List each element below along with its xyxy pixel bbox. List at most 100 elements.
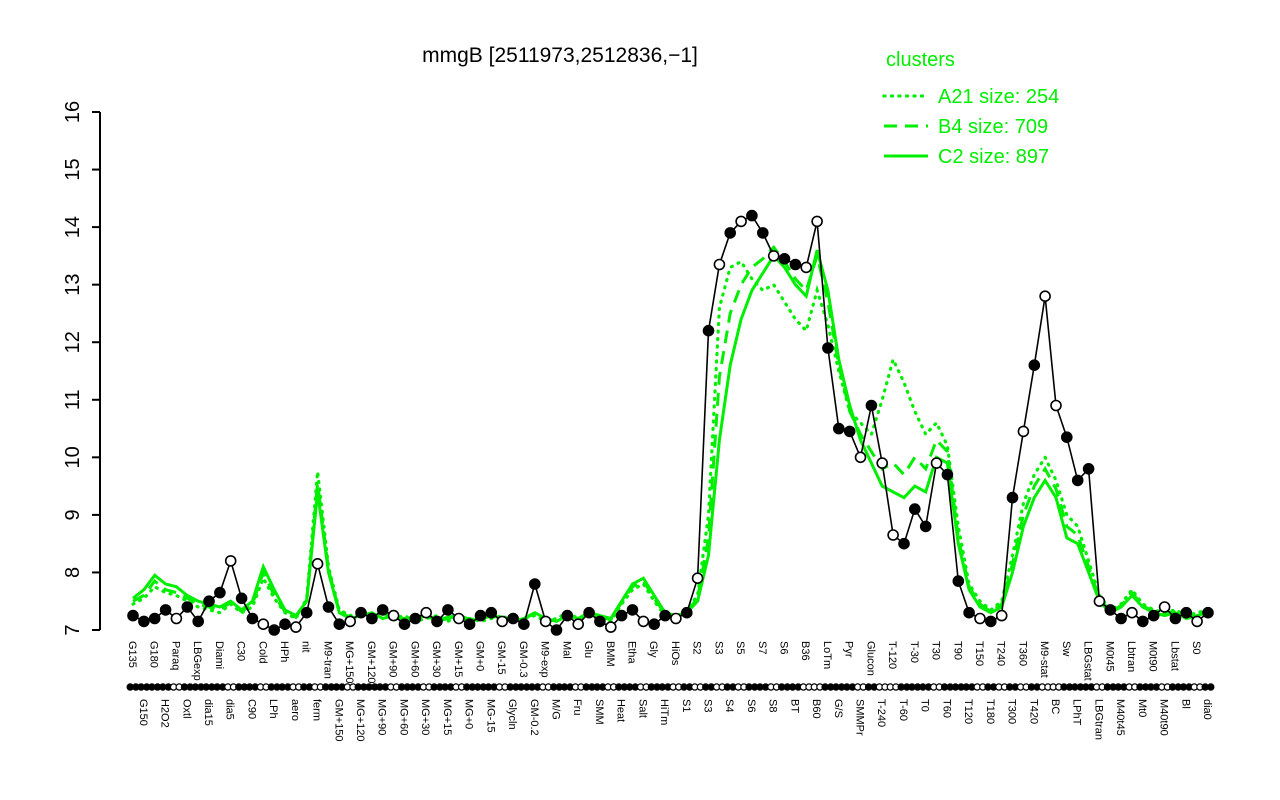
x-tick-label: S4 <box>723 699 735 712</box>
data-point-marker <box>224 555 237 567</box>
data-point-marker <box>1147 609 1160 622</box>
data-point-marker <box>898 537 910 550</box>
legend-label-b4: B4 size: 709 <box>938 116 1048 138</box>
x-tick-label: S6 <box>745 699 757 712</box>
data-point-marker <box>474 609 487 622</box>
data-point-marker <box>919 520 932 533</box>
data-point-marker <box>355 606 367 619</box>
data-point-marker <box>626 604 639 616</box>
data-point-marker <box>995 609 1008 622</box>
data-point-marker <box>214 586 226 599</box>
data-point-marker <box>496 615 509 628</box>
x-tick-label: B36 <box>799 641 811 661</box>
data-point-marker <box>974 612 986 625</box>
data-point-marker <box>322 601 335 613</box>
data-point-marker <box>1039 290 1051 303</box>
data-point-marker <box>550 624 563 636</box>
data-point-marker <box>637 615 650 628</box>
x-tick-label: T360 <box>1016 641 1028 666</box>
x-tick-label: S1 <box>680 699 692 712</box>
data-point-marker <box>572 618 585 631</box>
cluster-line-b4 <box>132 244 1209 623</box>
data-point-marker <box>246 612 259 625</box>
data-point-marker <box>561 609 574 622</box>
data-point-marker <box>485 606 498 619</box>
x-tick-label: Mt0 <box>1136 699 1148 717</box>
x-tick-label: M40t90 <box>1158 699 1170 736</box>
data-point-marker <box>594 615 606 628</box>
x-tick-label: M0t90 <box>1147 641 1159 672</box>
data-point-marker <box>159 604 172 616</box>
data-point-marker <box>181 601 194 613</box>
x-tick-label: Pyr <box>843 641 855 658</box>
data-point-marker <box>822 342 834 354</box>
y-tick-label: 8 <box>62 567 84 578</box>
x-tick-label: LoTm <box>821 641 833 669</box>
x-tick-label: GM-0.2 <box>528 699 540 736</box>
data-point-marker <box>431 615 443 628</box>
data-point-marker <box>290 621 302 633</box>
x-tick-label: G150 <box>137 699 149 726</box>
x-tick-label: Glycln <box>506 699 518 730</box>
x-tick-label: C30 <box>235 641 247 661</box>
y-tick-label: 14 <box>62 216 84 238</box>
data-point-marker <box>1202 606 1214 619</box>
data-point-marker <box>1169 612 1182 625</box>
x-tick-label: T30 <box>930 641 942 660</box>
x-tick-label: T240 <box>995 641 1007 666</box>
x-tick-label: SMM <box>593 699 605 725</box>
x-tick-label: T-120 <box>886 641 898 669</box>
x-tick-label: Oxtl <box>180 699 192 719</box>
y-tick-label: 13 <box>62 274 84 296</box>
data-point-marker <box>1191 615 1203 628</box>
legend-title: clusters <box>886 49 955 71</box>
data-point-marker <box>887 529 899 541</box>
x-tick-label: Sw <box>1060 641 1072 656</box>
data-point-marker <box>930 457 943 469</box>
data-point-marker <box>876 457 889 469</box>
x-tick-label: dia15 <box>202 699 214 726</box>
data-point-marker <box>539 615 552 628</box>
data-point-marker <box>268 624 281 636</box>
data-point-marker <box>811 215 823 228</box>
x-tick-label: MG+0 <box>463 699 475 729</box>
x-tick-label: C90 <box>245 699 257 719</box>
data-point-marker <box>615 609 628 622</box>
x-tick-label: GM+150 <box>332 699 344 742</box>
x-tick-label: M9-tran <box>321 641 333 679</box>
data-point-marker <box>952 575 965 587</box>
x-tick-label: Bl <box>1179 699 1191 709</box>
x-tick-label: M0t45 <box>1103 641 1115 672</box>
data-point-marker <box>192 615 204 628</box>
data-point-marker <box>1082 462 1095 475</box>
x-tick-label: G135 <box>126 641 138 668</box>
x-tick-label: LBGstat <box>1082 641 1094 681</box>
x-tick-label: LBGexp <box>191 641 203 681</box>
data-point-marker <box>843 425 856 438</box>
x-tick-label: Heat <box>615 699 627 722</box>
data-point-marker <box>941 468 954 481</box>
x-tick-label: T150 <box>973 641 985 666</box>
data-point-marker <box>659 609 671 622</box>
legend-label-a21: A21 size: 254 <box>938 86 1059 108</box>
x-tick-label: BC <box>1049 699 1061 714</box>
x-tick-label: S3 <box>702 699 714 712</box>
x-tick-label: MG+30 <box>419 699 431 735</box>
data-point-marker <box>1115 612 1127 625</box>
data-point-marker <box>1158 601 1171 613</box>
data-point-marker <box>604 621 617 633</box>
data-point-marker <box>376 604 389 616</box>
data-point-marker <box>127 609 139 622</box>
x-tick-label: Glu <box>582 641 594 658</box>
x-tick-label: MG+60 <box>397 699 409 735</box>
data-point-marker <box>300 606 313 619</box>
x-tick-label: HiTm <box>658 699 670 725</box>
x-tick-label: Diami <box>213 641 225 669</box>
data-point-marker <box>507 612 519 625</box>
data-point-marker <box>865 399 878 412</box>
x-tick-label: Paraq <box>169 641 181 670</box>
x-tick-label: MG-15 <box>484 699 496 733</box>
x-tick-label: dia0 <box>1201 699 1213 720</box>
data-point-marker <box>1061 431 1073 444</box>
